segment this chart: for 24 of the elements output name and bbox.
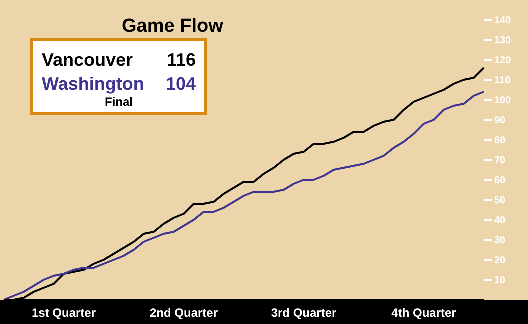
text: Game Flow [122,16,224,37]
text: Vancouver [42,50,134,70]
text: 1st Quarter [32,306,96,320]
text: 4th Quarter [392,306,457,320]
text: 2nd Quarter [150,306,218,320]
y-tick-label: 130 [494,36,512,46]
y-tick-label: 50 [494,196,506,206]
y-tick-label: 70 [494,156,506,166]
y-tick-label: 40 [494,216,506,226]
y-tick-label: 20 [494,256,506,266]
annotation: Final [104,95,134,109]
y-tick-label: 120 [494,56,512,66]
annotation: 116 [166,50,196,70]
y-tick-label: 140 [494,16,512,26]
text: 3rd Quarter [271,306,338,320]
y-tick-label: 100 [494,96,512,106]
y-tick-label: 10 [494,276,506,286]
y-tick-label: 60 [494,176,506,186]
y-tick-label: 110 [494,76,512,86]
annotation: 104 [166,74,196,94]
text: Washington [42,74,144,94]
y-tick-label: 80 [494,136,506,146]
y-tick-label: 30 [494,236,506,246]
y-tick-label: 90 [494,116,506,126]
